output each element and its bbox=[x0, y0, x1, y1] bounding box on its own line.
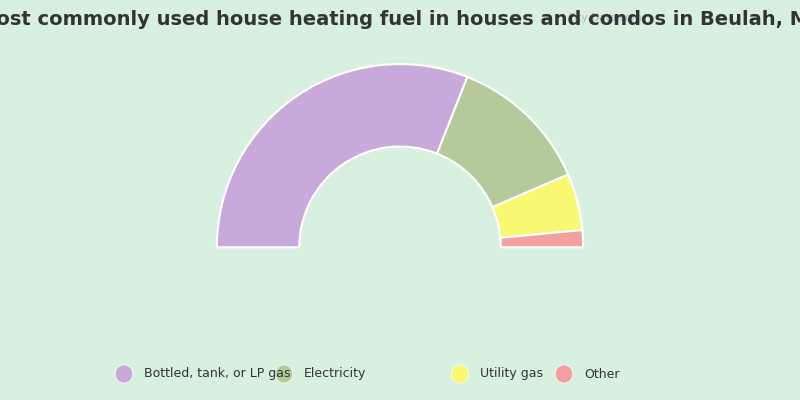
Wedge shape bbox=[437, 77, 568, 207]
Text: Other: Other bbox=[584, 368, 619, 380]
Ellipse shape bbox=[451, 365, 469, 383]
Text: Utility gas: Utility gas bbox=[480, 368, 543, 380]
Text: Most commonly used house heating fuel in houses and condos in Beulah, MS: Most commonly used house heating fuel in… bbox=[0, 10, 800, 29]
Wedge shape bbox=[217, 64, 467, 247]
Ellipse shape bbox=[115, 365, 133, 383]
Ellipse shape bbox=[555, 365, 573, 383]
Ellipse shape bbox=[275, 365, 293, 383]
Wedge shape bbox=[500, 230, 583, 247]
Text: Electricity: Electricity bbox=[304, 368, 366, 380]
Text: City-Data.com: City-Data.com bbox=[567, 13, 642, 23]
Wedge shape bbox=[493, 174, 582, 238]
Text: Bottled, tank, or LP gas: Bottled, tank, or LP gas bbox=[144, 368, 290, 380]
